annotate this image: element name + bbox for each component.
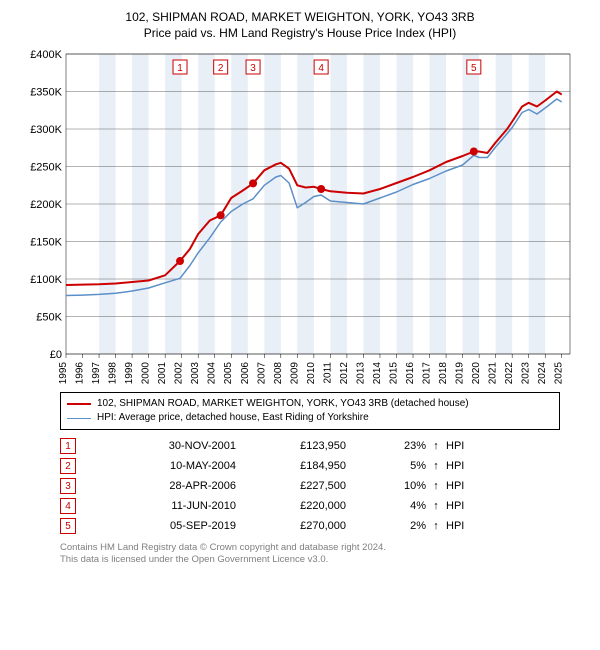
legend-text: HPI: Average price, detached house, East… xyxy=(97,411,369,425)
svg-text:£150K: £150K xyxy=(30,237,62,249)
transaction-date: 28-APR-2006 xyxy=(96,480,236,492)
transaction-hpi-label: HPI xyxy=(446,500,486,512)
svg-text:£0: £0 xyxy=(50,349,62,361)
svg-text:2012: 2012 xyxy=(339,362,350,384)
title-line-2: Price paid vs. HM Land Registry's House … xyxy=(10,26,590,40)
svg-text:2009: 2009 xyxy=(289,362,300,384)
svg-text:£400K: £400K xyxy=(30,49,62,61)
title-line-1: 102, SHIPMAN ROAD, MARKET WEIGHTON, YORK… xyxy=(10,10,590,24)
svg-text:2001: 2001 xyxy=(157,362,168,384)
transaction-hpi-label: HPI xyxy=(446,440,486,452)
arrow-up-icon: ↑ xyxy=(426,440,446,452)
svg-text:3: 3 xyxy=(250,63,256,74)
svg-text:2010: 2010 xyxy=(306,362,317,384)
arrow-up-icon: ↑ xyxy=(426,460,446,472)
transaction-row: 1 30-NOV-2001£123,95023%↑HPI xyxy=(60,436,560,456)
transaction-row: 5 05-SEP-2019£270,0002%↑HPI xyxy=(60,516,560,536)
transaction-pct: 23% xyxy=(346,440,426,452)
svg-text:5: 5 xyxy=(471,63,477,74)
svg-text:2015: 2015 xyxy=(388,362,399,384)
svg-text:2024: 2024 xyxy=(537,362,548,384)
svg-text:2004: 2004 xyxy=(207,362,218,384)
footer-line-2: This data is licensed under the Open Gov… xyxy=(60,554,560,566)
legend-swatch xyxy=(67,403,91,405)
transaction-hpi-label: HPI xyxy=(446,480,486,492)
transaction-date: 05-SEP-2019 xyxy=(96,520,236,532)
transaction-row: 4 11-JUN-2010£220,0004%↑HPI xyxy=(60,496,560,516)
svg-text:2022: 2022 xyxy=(504,362,515,384)
svg-text:£200K: £200K xyxy=(30,199,62,211)
transaction-pct: 10% xyxy=(346,480,426,492)
svg-text:2016: 2016 xyxy=(405,362,416,384)
svg-text:1: 1 xyxy=(177,63,183,74)
svg-text:2018: 2018 xyxy=(438,362,449,384)
svg-text:1999: 1999 xyxy=(124,362,135,384)
svg-text:2: 2 xyxy=(218,63,224,74)
svg-text:2021: 2021 xyxy=(488,362,499,384)
svg-text:£250K: £250K xyxy=(30,162,62,174)
svg-text:2025: 2025 xyxy=(554,362,565,384)
svg-text:2019: 2019 xyxy=(455,362,466,384)
transaction-marker: 1 xyxy=(60,438,76,454)
transaction-date: 11-JUN-2010 xyxy=(96,500,236,512)
svg-text:4: 4 xyxy=(318,63,324,74)
transaction-price: £184,950 xyxy=(236,460,346,472)
svg-text:2023: 2023 xyxy=(521,362,532,384)
transaction-marker: 2 xyxy=(60,458,76,474)
svg-text:£300K: £300K xyxy=(30,124,62,136)
svg-text:1995: 1995 xyxy=(58,362,69,384)
svg-text:2007: 2007 xyxy=(256,362,267,384)
legend-swatch xyxy=(67,418,91,419)
transaction-date: 10-MAY-2004 xyxy=(96,460,236,472)
transaction-marker: 5 xyxy=(60,518,76,534)
svg-text:2020: 2020 xyxy=(471,362,482,384)
svg-text:£50K: £50K xyxy=(36,312,62,324)
transaction-marker: 4 xyxy=(60,498,76,514)
svg-text:2008: 2008 xyxy=(273,362,284,384)
transaction-hpi-label: HPI xyxy=(446,460,486,472)
svg-text:2003: 2003 xyxy=(190,362,201,384)
arrow-up-icon: ↑ xyxy=(426,520,446,532)
svg-text:1997: 1997 xyxy=(91,362,102,384)
svg-text:£100K: £100K xyxy=(30,274,62,286)
svg-text:2011: 2011 xyxy=(322,362,333,384)
transaction-row: 2 10-MAY-2004£184,9505%↑HPI xyxy=(60,456,560,476)
legend-text: 102, SHIPMAN ROAD, MARKET WEIGHTON, YORK… xyxy=(97,397,469,411)
svg-text:2013: 2013 xyxy=(355,362,366,384)
transaction-date: 30-NOV-2001 xyxy=(96,440,236,452)
svg-text:2002: 2002 xyxy=(174,362,185,384)
svg-text:2017: 2017 xyxy=(422,362,433,384)
transaction-pct: 4% xyxy=(346,500,426,512)
arrow-up-icon: ↑ xyxy=(426,480,446,492)
legend-row: 102, SHIPMAN ROAD, MARKET WEIGHTON, YORK… xyxy=(67,397,553,411)
transaction-price: £227,500 xyxy=(236,480,346,492)
svg-text:2005: 2005 xyxy=(223,362,234,384)
price-chart: £0 £50K £100K £150K £200K £250K £300K £350K £400… xyxy=(20,44,580,384)
footer-attribution: Contains HM Land Registry data © Crown c… xyxy=(60,542,560,566)
svg-text:1996: 1996 xyxy=(75,362,86,384)
transaction-pct: 5% xyxy=(346,460,426,472)
svg-text:1998: 1998 xyxy=(108,362,119,384)
transaction-pct: 2% xyxy=(346,520,426,532)
chart-title-block: 102, SHIPMAN ROAD, MARKET WEIGHTON, YORK… xyxy=(0,0,600,44)
arrow-up-icon: ↑ xyxy=(426,500,446,512)
transaction-price: £123,950 xyxy=(236,440,346,452)
svg-text:2006: 2006 xyxy=(240,362,251,384)
legend-row: HPI: Average price, detached house, East… xyxy=(67,411,553,425)
transaction-marker: 3 xyxy=(60,478,76,494)
legend: 102, SHIPMAN ROAD, MARKET WEIGHTON, YORK… xyxy=(60,392,560,430)
transaction-price: £270,000 xyxy=(236,520,346,532)
chart-svg: £0 £50K £100K £150K £200K £250K £300K £350K £400… xyxy=(20,44,580,384)
svg-text:£350K: £350K xyxy=(30,87,62,99)
transaction-price: £220,000 xyxy=(236,500,346,512)
svg-text:2014: 2014 xyxy=(372,362,383,384)
transaction-row: 3 28-APR-2006£227,50010%↑HPI xyxy=(60,476,560,496)
footer-line-1: Contains HM Land Registry data © Crown c… xyxy=(60,542,560,554)
svg-text:2000: 2000 xyxy=(141,362,152,384)
transaction-hpi-label: HPI xyxy=(446,520,486,532)
transaction-table: 130-NOV-2001£123,95023%↑HPI210-MAY-2004£… xyxy=(60,436,560,536)
